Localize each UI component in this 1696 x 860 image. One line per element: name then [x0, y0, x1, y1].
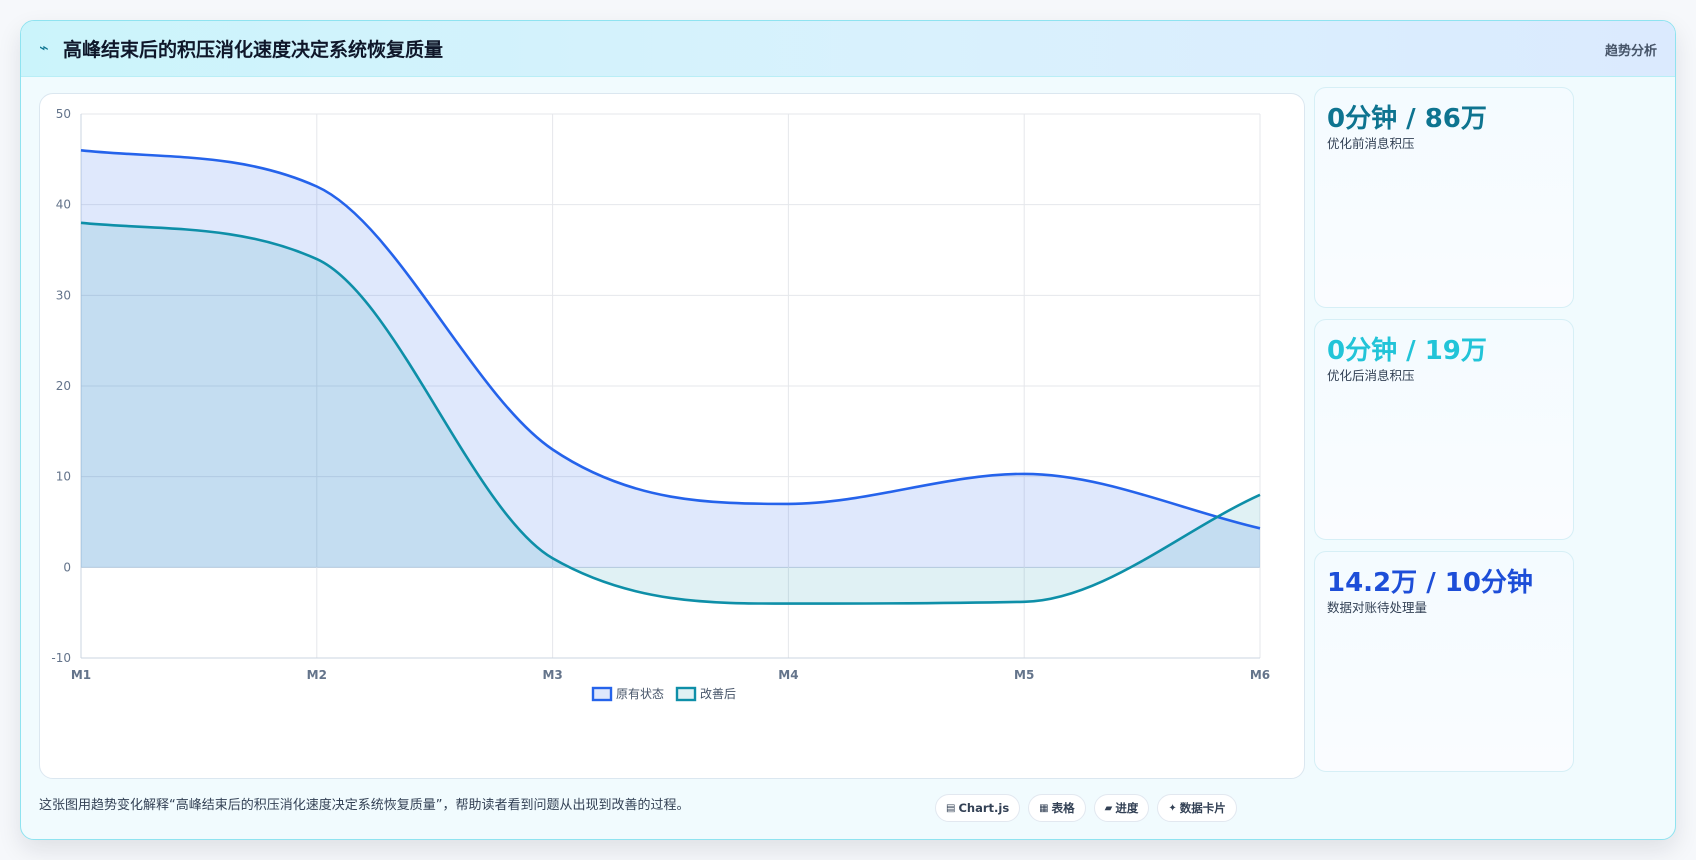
footer-note: 这张图用趋势变化解释“高峰结束后的积压消化速度决定系统恢复质量”，帮助读者看到问… [39, 798, 690, 813]
tag-label: 表格 [1051, 801, 1075, 815]
stat-value: 0分钟 / 19万 [1327, 336, 1487, 366]
chart-card: ⌁ 高峰结束后的积压消化速度决定系统恢复质量 趋势分析 -10 0 10 20 30 40… [20, 20, 1676, 840]
stat-label: 数据对账待处理量 [1327, 600, 1428, 615]
data-point [78, 220, 84, 226]
data-point [1257, 492, 1263, 498]
card-header: ⌁ 高峰结束后的积压消化速度决定系统恢复质量 趋势分析 [21, 21, 1675, 77]
series-line [80, 149, 1261, 530]
tag-chartjs[interactable]: ▤ Chart.js [935, 794, 1021, 822]
stat-card-reconciliation: 14.2万 / 10分钟 数据对账待处理量 [1314, 551, 1574, 772]
x-tick-label: M4 [778, 668, 798, 682]
y-tick-label: 10 [56, 470, 71, 484]
trend-analysis-badge: 趋势分析 [1604, 44, 1657, 59]
legend-label[interactable]: 改善后 [700, 686, 736, 701]
chart-panel: -10 0 10 20 30 40 50 M1 M2 M3 M4 M5 M6 原有状态 改善后 [39, 93, 1305, 779]
progress-icon: ▰ [1104, 802, 1113, 814]
legend-label[interactable]: 原有状态 [616, 687, 664, 701]
data-point [1021, 471, 1027, 477]
data-point [314, 184, 320, 190]
tag-data-card[interactable]: ✦ 数据卡片 [1157, 794, 1237, 822]
data-point [785, 501, 791, 507]
x-tick-label: M3 [542, 668, 562, 682]
data-point [1257, 525, 1263, 531]
data-point [550, 555, 556, 561]
stat-card-after: 0分钟 / 19万 优化后消息积压 [1314, 319, 1574, 540]
sparkle-icon: ✦ [1168, 802, 1177, 814]
tag-label: Chart.js [958, 801, 1010, 815]
chart-icon: ▤ [946, 802, 956, 814]
tag-list: ▤ Chart.js ▦ 表格 ▰ 进度 ✦ 数据卡片 [935, 794, 1237, 822]
x-tick-label: M1 [71, 668, 91, 682]
tag-label: 数据卡片 [1179, 801, 1226, 815]
tag-progress[interactable]: ▰ 进度 [1093, 794, 1150, 822]
y-tick-label: 20 [56, 379, 71, 393]
data-point [314, 256, 320, 262]
data-point [1021, 599, 1027, 605]
data-point [785, 601, 791, 607]
y-tick-label: 40 [56, 198, 71, 212]
y-tick-label: 50 [56, 107, 71, 121]
card-title: 高峰结束后的积压消化速度决定系统恢复质量 [63, 39, 444, 61]
tag-table[interactable]: ▦ 表格 [1028, 794, 1086, 822]
x-tick-label: M5 [1014, 668, 1034, 682]
series-area [81, 222, 1260, 604]
stat-card-before: 0分钟 / 86万 优化前消息积压 [1314, 87, 1574, 308]
legend-swatch[interactable] [591, 686, 613, 702]
stat-value: 0分钟 / 86万 [1327, 104, 1487, 134]
y-tick-label: 0 [63, 560, 71, 574]
data-point [78, 147, 84, 153]
stat-label: 优化后消息积压 [1327, 368, 1415, 383]
x-tick-label: M6 [1250, 668, 1270, 682]
tag-label: 进度 [1115, 801, 1139, 815]
x-tick-label: M2 [307, 668, 327, 682]
data-point [550, 446, 556, 452]
series-area [81, 150, 1260, 568]
y-tick-label: 30 [56, 288, 71, 302]
legend-swatch[interactable] [675, 686, 697, 702]
table-icon: ▦ [1039, 802, 1049, 814]
y-tick-label: -10 [51, 651, 71, 665]
stat-value: 14.2万 / 10分钟 [1327, 568, 1533, 598]
stat-label: 优化前消息积压 [1327, 136, 1415, 151]
series-line [80, 221, 1261, 605]
lightning-icon: ⌁ [39, 38, 49, 57]
line-chart: -10 0 10 20 30 40 50 M1 M2 M3 M4 M5 M6 原有状态 改善后 [51, 107, 1270, 702]
